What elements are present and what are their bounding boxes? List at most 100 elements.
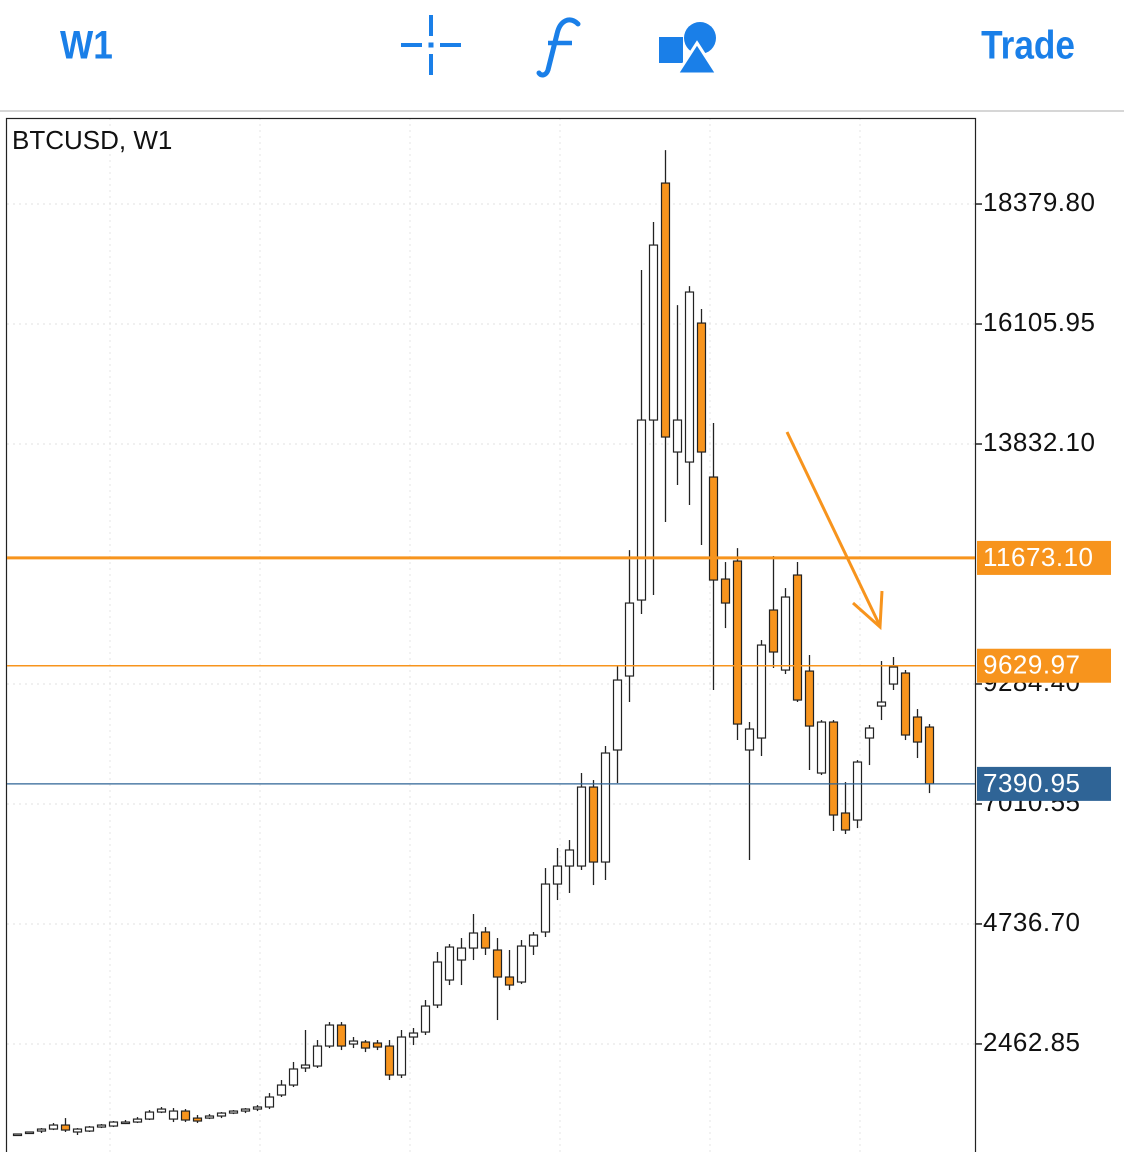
candle-body	[576, 786, 587, 867]
timeframe-button[interactable]: W1	[60, 22, 113, 67]
candle-body	[660, 182, 671, 438]
candle-body	[336, 1024, 347, 1047]
candle-body	[456, 947, 467, 961]
candle-body	[804, 670, 815, 727]
candle-body	[360, 1041, 371, 1049]
plot-area	[7, 118, 975, 1152]
candle-body	[756, 644, 767, 739]
candle-body	[36, 1128, 47, 1132]
candle-body	[228, 1110, 239, 1114]
candle-body	[720, 578, 731, 604]
candle-body	[612, 679, 623, 751]
candle-body	[108, 1121, 119, 1127]
candle-body	[12, 1133, 23, 1137]
y-tick-label: 13832.10	[983, 427, 1095, 457]
chart-title: BTCUSD, W1	[12, 125, 172, 155]
candle-body	[168, 1110, 179, 1120]
price-label-box	[977, 766, 1111, 801]
candle-body	[204, 1115, 215, 1119]
candle-body	[516, 945, 527, 983]
candle-body	[744, 728, 755, 751]
objects-button[interactable]	[659, 22, 720, 76]
candle-body	[300, 1064, 311, 1069]
candle-body	[216, 1112, 227, 1117]
candle-body	[852, 761, 863, 821]
candle-body	[252, 1106, 263, 1110]
candle-body	[684, 291, 695, 463]
price-label-box	[977, 540, 1111, 575]
candle-body	[420, 1005, 431, 1033]
candle-body	[672, 419, 683, 453]
candle-body	[264, 1096, 275, 1108]
candle-body	[432, 961, 443, 1006]
candle-body	[120, 1121, 131, 1125]
candle-body	[828, 721, 839, 816]
chart-frame	[5, 117, 977, 1152]
price-label: 7390.95	[983, 768, 1080, 798]
candle-body	[636, 419, 647, 601]
candle-body	[588, 786, 599, 863]
candle-body	[384, 1045, 395, 1076]
candle-body	[504, 976, 515, 986]
candle-body	[192, 1117, 203, 1122]
candle-body	[924, 726, 935, 785]
candle-body	[144, 1111, 155, 1120]
candle-body	[396, 1036, 407, 1076]
candle-body	[552, 865, 563, 885]
candle-body	[408, 1032, 419, 1038]
candle-body	[468, 932, 479, 949]
candle-body	[840, 812, 851, 831]
price-label: 9629.97	[983, 650, 1080, 680]
candle-body	[24, 1131, 35, 1135]
candle-body	[696, 322, 707, 453]
crosshair-button[interactable]	[401, 15, 461, 75]
price-label: 11673.10	[983, 542, 1094, 572]
candle-body	[600, 752, 611, 863]
candle-body	[492, 949, 503, 978]
candle-body	[816, 721, 827, 774]
candle-body	[480, 931, 491, 949]
y-tick-label: 2462.85	[983, 1027, 1080, 1057]
candle-body	[324, 1024, 335, 1047]
y-tick-label: 16105.95	[983, 307, 1095, 337]
candle-body	[72, 1128, 83, 1133]
candle-body	[312, 1045, 323, 1067]
candle-body	[180, 1110, 191, 1121]
candle-body	[240, 1108, 251, 1112]
candle-body	[780, 596, 791, 671]
candle-body	[60, 1124, 71, 1131]
y-tick-label: 4736.70	[983, 907, 1080, 937]
candle-body	[564, 849, 575, 867]
candle-body	[84, 1126, 95, 1132]
candle-body	[768, 609, 779, 653]
candle-body	[372, 1042, 383, 1048]
candle-body	[876, 701, 887, 707]
candle-body	[888, 666, 899, 685]
candle-body	[96, 1124, 107, 1128]
y-tick-label: 18379.80	[983, 187, 1095, 217]
trade-button[interactable]: Trade	[981, 22, 1075, 67]
candle-body	[624, 602, 635, 677]
candle-body	[900, 672, 911, 736]
candle-body	[276, 1084, 287, 1096]
candle-body	[132, 1118, 143, 1123]
candle-body	[792, 574, 803, 701]
trend-arrow	[785, 431, 884, 631]
candle-body	[864, 727, 875, 739]
indicators-button[interactable]	[536, 17, 581, 78]
candle-body	[156, 1108, 167, 1113]
price-label-box	[977, 648, 1111, 683]
candle-body	[48, 1124, 59, 1130]
candle-body	[444, 946, 455, 981]
candle-body	[348, 1040, 359, 1045]
candle-body	[708, 476, 719, 581]
candle-body	[648, 244, 659, 421]
candle-body	[288, 1068, 299, 1086]
candle-body	[732, 560, 743, 725]
candle-body	[528, 934, 539, 947]
toolbar	[0, 0, 1124, 110]
candle-body	[912, 716, 923, 743]
candle-body	[540, 883, 551, 933]
